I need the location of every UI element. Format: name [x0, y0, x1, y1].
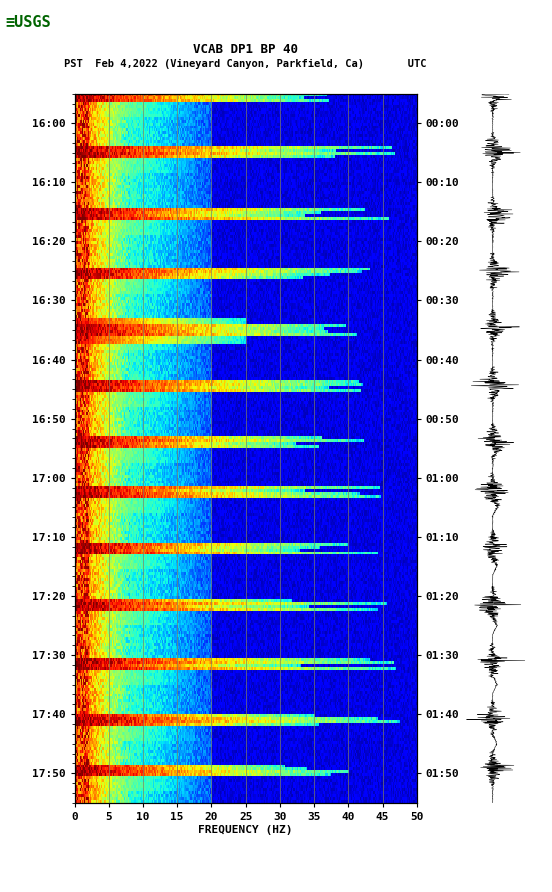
Text: ≡USGS: ≡USGS [6, 15, 51, 29]
Text: VCAB DP1 BP 40: VCAB DP1 BP 40 [193, 43, 298, 55]
Text: PST  Feb 4,2022 (Vineyard Canyon, Parkfield, Ca)       UTC: PST Feb 4,2022 (Vineyard Canyon, Parkfie… [65, 59, 427, 70]
X-axis label: FREQUENCY (HZ): FREQUENCY (HZ) [198, 824, 293, 835]
